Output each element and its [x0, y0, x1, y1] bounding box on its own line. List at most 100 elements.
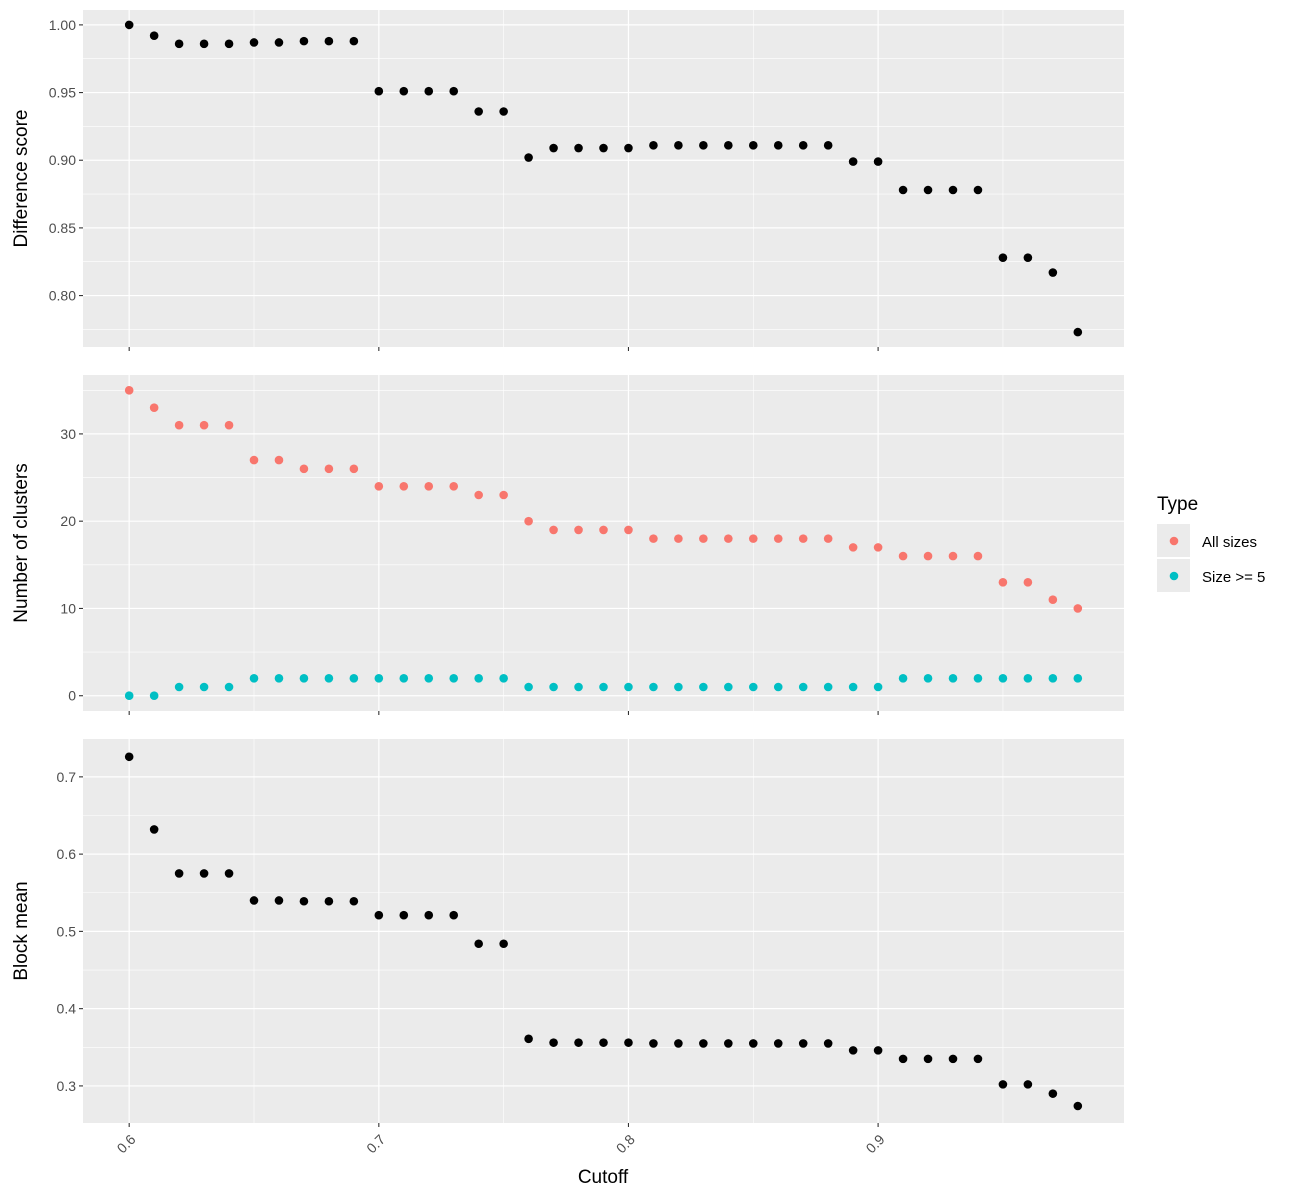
- data-point: [174, 682, 184, 692]
- data-point: [324, 464, 334, 474]
- data-point: [274, 673, 284, 683]
- data-point: [773, 534, 783, 543]
- data-point: [499, 673, 508, 683]
- data-point: [324, 36, 334, 46]
- data-point: [324, 673, 334, 683]
- data-point: [823, 1039, 833, 1048]
- data-point: [724, 682, 733, 692]
- data-point: [973, 1054, 983, 1064]
- data-point: [674, 141, 683, 150]
- data-point: [199, 39, 209, 49]
- data-point: [674, 682, 683, 692]
- data-point: [1048, 1089, 1058, 1098]
- data-point: [798, 141, 808, 150]
- panel-1: 0.80 0.85 0.90 0.95 1.00 Difference score: [11, 10, 1124, 351]
- y-axis-title: Block mean: [11, 881, 32, 980]
- data-point: [599, 1038, 608, 1047]
- data-point: [299, 464, 309, 474]
- data-point: [748, 682, 758, 692]
- data-point: [748, 1039, 758, 1048]
- data-point: [124, 691, 134, 701]
- data-point: [574, 525, 583, 535]
- data-point: [149, 825, 159, 834]
- data-point: [748, 534, 758, 543]
- data-point: [1023, 1080, 1033, 1089]
- data-point: [973, 551, 983, 561]
- data-point: [474, 490, 483, 500]
- data-point: [499, 939, 508, 949]
- data-point: [873, 1046, 883, 1055]
- data-point: [499, 107, 508, 116]
- data-point: [873, 543, 883, 552]
- data-point: [773, 1039, 783, 1048]
- data-point: [649, 682, 658, 692]
- data-point: [848, 1046, 858, 1055]
- data-point: [524, 1034, 533, 1044]
- y-tick-label: 0.85: [49, 220, 76, 236]
- data-point: [1023, 253, 1033, 262]
- data-point: [724, 534, 733, 543]
- data-point: [624, 525, 633, 535]
- y-tick-label: 0: [68, 688, 76, 704]
- data-point: [549, 1038, 558, 1047]
- y-tick-label: 0.5: [57, 923, 77, 939]
- data-point: [674, 534, 683, 543]
- data-point: [474, 107, 483, 116]
- data-point: [249, 455, 259, 465]
- data-point: [149, 691, 159, 701]
- data-point: [948, 551, 958, 561]
- data-point: [499, 490, 508, 500]
- data-point: [599, 682, 608, 692]
- data-point: [1023, 673, 1033, 683]
- y-tick-label: 30: [60, 426, 76, 442]
- data-point: [199, 420, 209, 430]
- data-point: [424, 86, 434, 96]
- x-tick-label: 0.6: [114, 1131, 139, 1156]
- data-point: [898, 185, 908, 195]
- data-point: [873, 682, 883, 692]
- data-point: [299, 36, 309, 46]
- y-tick-label: 1.00: [49, 17, 76, 33]
- data-point: [149, 403, 159, 413]
- data-point: [224, 39, 234, 49]
- data-point: [873, 157, 883, 166]
- x-tick-label: 0.9: [863, 1131, 888, 1156]
- data-point: [124, 20, 134, 30]
- data-point: [249, 896, 259, 905]
- data-point: [324, 896, 334, 906]
- data-point: [624, 682, 633, 692]
- data-point: [1048, 595, 1058, 605]
- data-point: [199, 869, 209, 878]
- data-point: [299, 896, 309, 906]
- data-point: [724, 141, 733, 150]
- data-point: [973, 673, 983, 683]
- legend-label-size-ge-5: Size >= 5: [1202, 569, 1265, 586]
- data-point: [948, 1054, 958, 1064]
- data-point: [399, 910, 409, 920]
- x-axis-title: Cutoff: [578, 1167, 629, 1188]
- data-point: [848, 682, 858, 692]
- panel-background: [83, 10, 1124, 347]
- data-point: [349, 36, 359, 46]
- data-point: [199, 682, 209, 692]
- data-point: [449, 910, 459, 920]
- data-point: [549, 525, 558, 535]
- data-point: [149, 31, 159, 41]
- data-point: [474, 939, 483, 949]
- data-point: [249, 38, 259, 47]
- data-point: [399, 86, 409, 96]
- data-point: [349, 896, 359, 906]
- data-point: [174, 39, 184, 49]
- data-point: [898, 1054, 908, 1064]
- data-point: [124, 385, 134, 395]
- data-point: [549, 143, 558, 153]
- legend-label-all-sizes: All sizes: [1202, 534, 1257, 551]
- data-point: [773, 141, 783, 150]
- data-point: [374, 673, 384, 683]
- data-point: [174, 420, 184, 430]
- data-point: [973, 185, 983, 195]
- data-point: [249, 673, 259, 683]
- data-point: [823, 141, 833, 150]
- data-point: [224, 682, 234, 692]
